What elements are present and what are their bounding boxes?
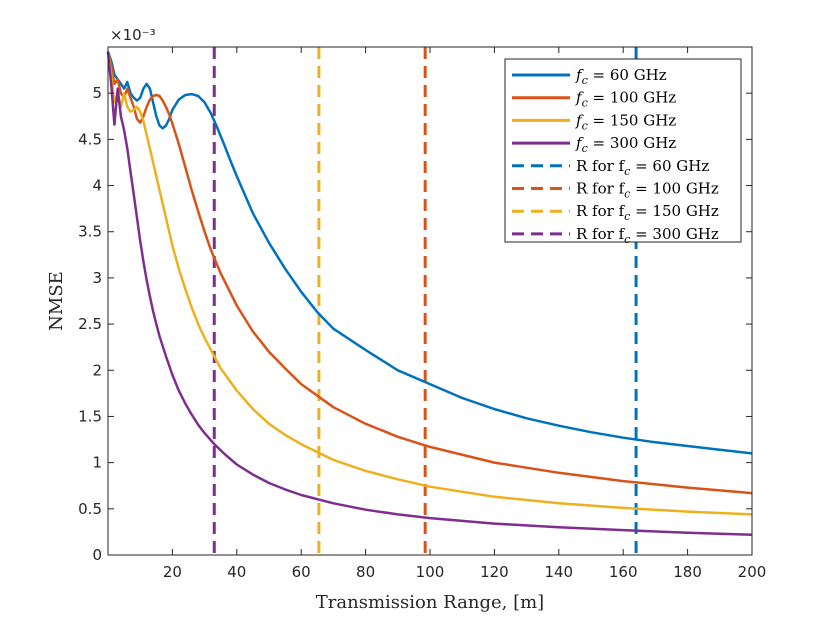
legend-label-main: R for f	[576, 225, 626, 243]
legend-label-sub: c	[624, 210, 630, 223]
y-axis-title: NMSE	[46, 271, 67, 331]
y-tick-label: 3.5	[78, 223, 102, 241]
legend-label-main: R for f	[576, 157, 626, 175]
y-tick-label: 4.5	[78, 130, 102, 148]
legend-label-main: R for f	[576, 202, 626, 220]
legend-label-rest: = 300 GHz	[630, 225, 719, 243]
legend-label-rest: = 100 GHz	[630, 180, 719, 198]
y-tick-label: 1	[92, 454, 102, 472]
legend-label-sub: c	[582, 74, 588, 87]
legend-label: fc = 150 GHz	[575, 111, 676, 132]
legend-label: R for fc = 150 GHz	[576, 202, 719, 223]
x-tick-label: 20	[163, 563, 182, 581]
y-tick-label: 4	[92, 177, 102, 195]
legend-entry: R for fc = 60 GHz	[512, 157, 709, 178]
series-line	[106, 51, 753, 516]
x-tick-label: 120	[480, 563, 509, 581]
legend-label-rest: = 300 GHz	[588, 134, 677, 152]
legend-entry: fc = 300 GHz	[512, 134, 676, 155]
legend-entry: fc = 150 GHz	[512, 111, 676, 132]
legend-entry: R for fc = 150 GHz	[512, 202, 719, 223]
x-axis-title: Transmission Range, [m]	[316, 592, 544, 613]
legend-label-sub: c	[582, 142, 588, 155]
legend-label-main: R for f	[576, 180, 626, 198]
ticks-layer: 20 40 60 80 100 120 140 160 180 200 0 0.5 1 1.5 2 2.5 3 3…	[78, 47, 766, 581]
legend-label-sub: c	[624, 233, 630, 246]
legend-label: R for fc = 60 GHz	[576, 157, 709, 178]
legend-entry: fc = 100 GHz	[512, 89, 676, 110]
y-tick-label: 0.5	[78, 500, 102, 518]
y-tick-label: 0	[92, 546, 102, 564]
legend-label-sub: c	[582, 97, 588, 110]
legend-label-rest: = 150 GHz	[630, 202, 719, 220]
legend-label-rest: = 60 GHz	[588, 66, 667, 84]
legend-label-sub: c	[624, 165, 630, 178]
series-line	[106, 51, 753, 536]
y-tick-label: 1.5	[78, 407, 102, 425]
legend-label-main: f	[575, 111, 584, 129]
legend-label: R for fc = 300 GHz	[576, 225, 719, 246]
x-tick-label: 140	[544, 563, 573, 581]
legend-label-rest: = 150 GHz	[588, 111, 677, 129]
y-tick-label: 2	[92, 361, 102, 379]
legend-label: fc = 300 GHz	[575, 134, 676, 155]
legend-box	[504, 58, 742, 243]
series-line	[106, 51, 753, 495]
legend-label-rest: = 60 GHz	[630, 157, 709, 175]
x-tick-label: 200	[738, 563, 767, 581]
legend-entry: R for fc = 100 GHz	[512, 180, 719, 201]
legend-label: R for fc = 100 GHz	[576, 180, 719, 201]
legend-entry: fc = 60 GHz	[512, 66, 667, 87]
x-tick-label: 180	[673, 563, 702, 581]
y-tick-label: 2.5	[78, 315, 102, 333]
y-tick-label: 3	[92, 269, 102, 287]
legend-label: fc = 60 GHz	[575, 66, 667, 87]
x-tick-label: 40	[227, 563, 246, 581]
x-tick-label: 100	[416, 563, 445, 581]
legend-label-sub: c	[582, 119, 588, 132]
legend-label: fc = 100 GHz	[575, 89, 676, 110]
legend-label-rest: = 100 GHz	[588, 89, 677, 107]
y-tick-label: 5	[92, 84, 102, 102]
legend-label-main: f	[575, 89, 584, 107]
legend-label-sub: c	[624, 188, 630, 201]
legend-label-main: f	[575, 66, 584, 84]
x-tick-label: 160	[609, 563, 638, 581]
legend-label-main: f	[575, 134, 584, 152]
x-tick-label: 60	[292, 563, 311, 581]
legend-entry: R for fc = 300 GHz	[512, 225, 719, 246]
x-tick-label: 80	[356, 563, 375, 581]
series-line	[106, 51, 753, 455]
y-exponent-label: ×10⁻³	[110, 26, 156, 44]
